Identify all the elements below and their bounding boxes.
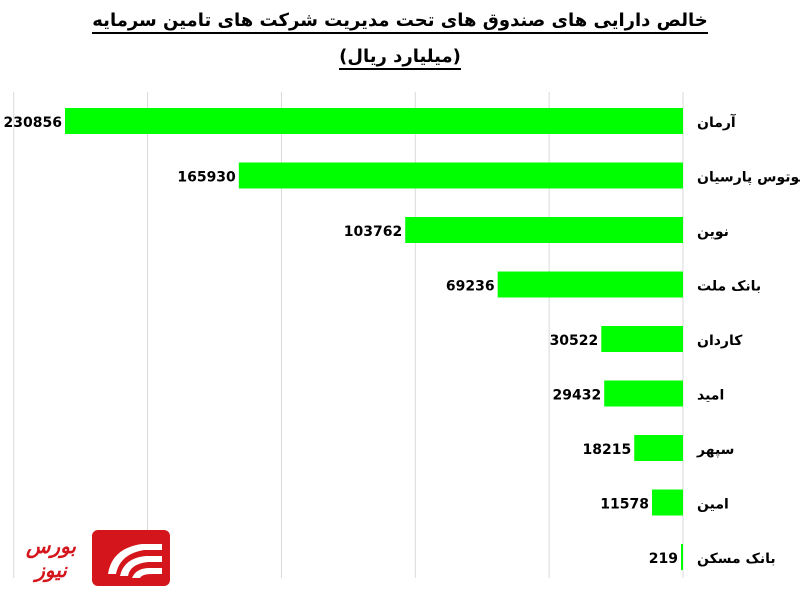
bar	[405, 217, 683, 243]
data-label: 103762	[344, 224, 402, 240]
data-label: 230856	[4, 115, 62, 131]
bar	[604, 380, 683, 407]
category-label: بانک مسکن	[697, 551, 776, 567]
data-label: 29432	[552, 388, 601, 404]
data-label: 219	[649, 551, 678, 567]
bar	[601, 326, 683, 352]
logo-mark-icon	[92, 530, 170, 586]
data-label: 11578	[600, 497, 649, 513]
data-label: 69236	[446, 279, 495, 295]
logo-text: بورس نیوز	[26, 534, 76, 582]
chart-subtitle: (میلیارد ریال)	[339, 46, 461, 70]
category-label: امید	[697, 388, 724, 404]
category-label: نوین	[697, 224, 729, 240]
chart-header: خالص دارایی های صندوق های تحت مدیریت شرک…	[0, 10, 800, 70]
data-label: 18215	[583, 442, 632, 458]
bar	[634, 435, 683, 461]
bar	[652, 489, 683, 516]
bar	[681, 544, 683, 570]
category-label: امین	[697, 497, 729, 513]
data-label: 165930	[177, 170, 236, 186]
bar	[238, 162, 684, 189]
category-label: سپهر	[696, 442, 734, 458]
category-label: آرمان	[697, 113, 737, 131]
logo: بورس نیوز	[12, 530, 172, 590]
category-label: لوتوس پارسیان	[697, 170, 800, 186]
category-label: بانک ملت	[697, 279, 761, 295]
bar	[497, 271, 683, 298]
chart-title: خالص دارایی های صندوق های تحت مدیریت شرک…	[92, 10, 708, 34]
bar	[65, 108, 683, 134]
data-label: 30522	[550, 333, 599, 349]
category-label: کاردان	[697, 333, 743, 349]
